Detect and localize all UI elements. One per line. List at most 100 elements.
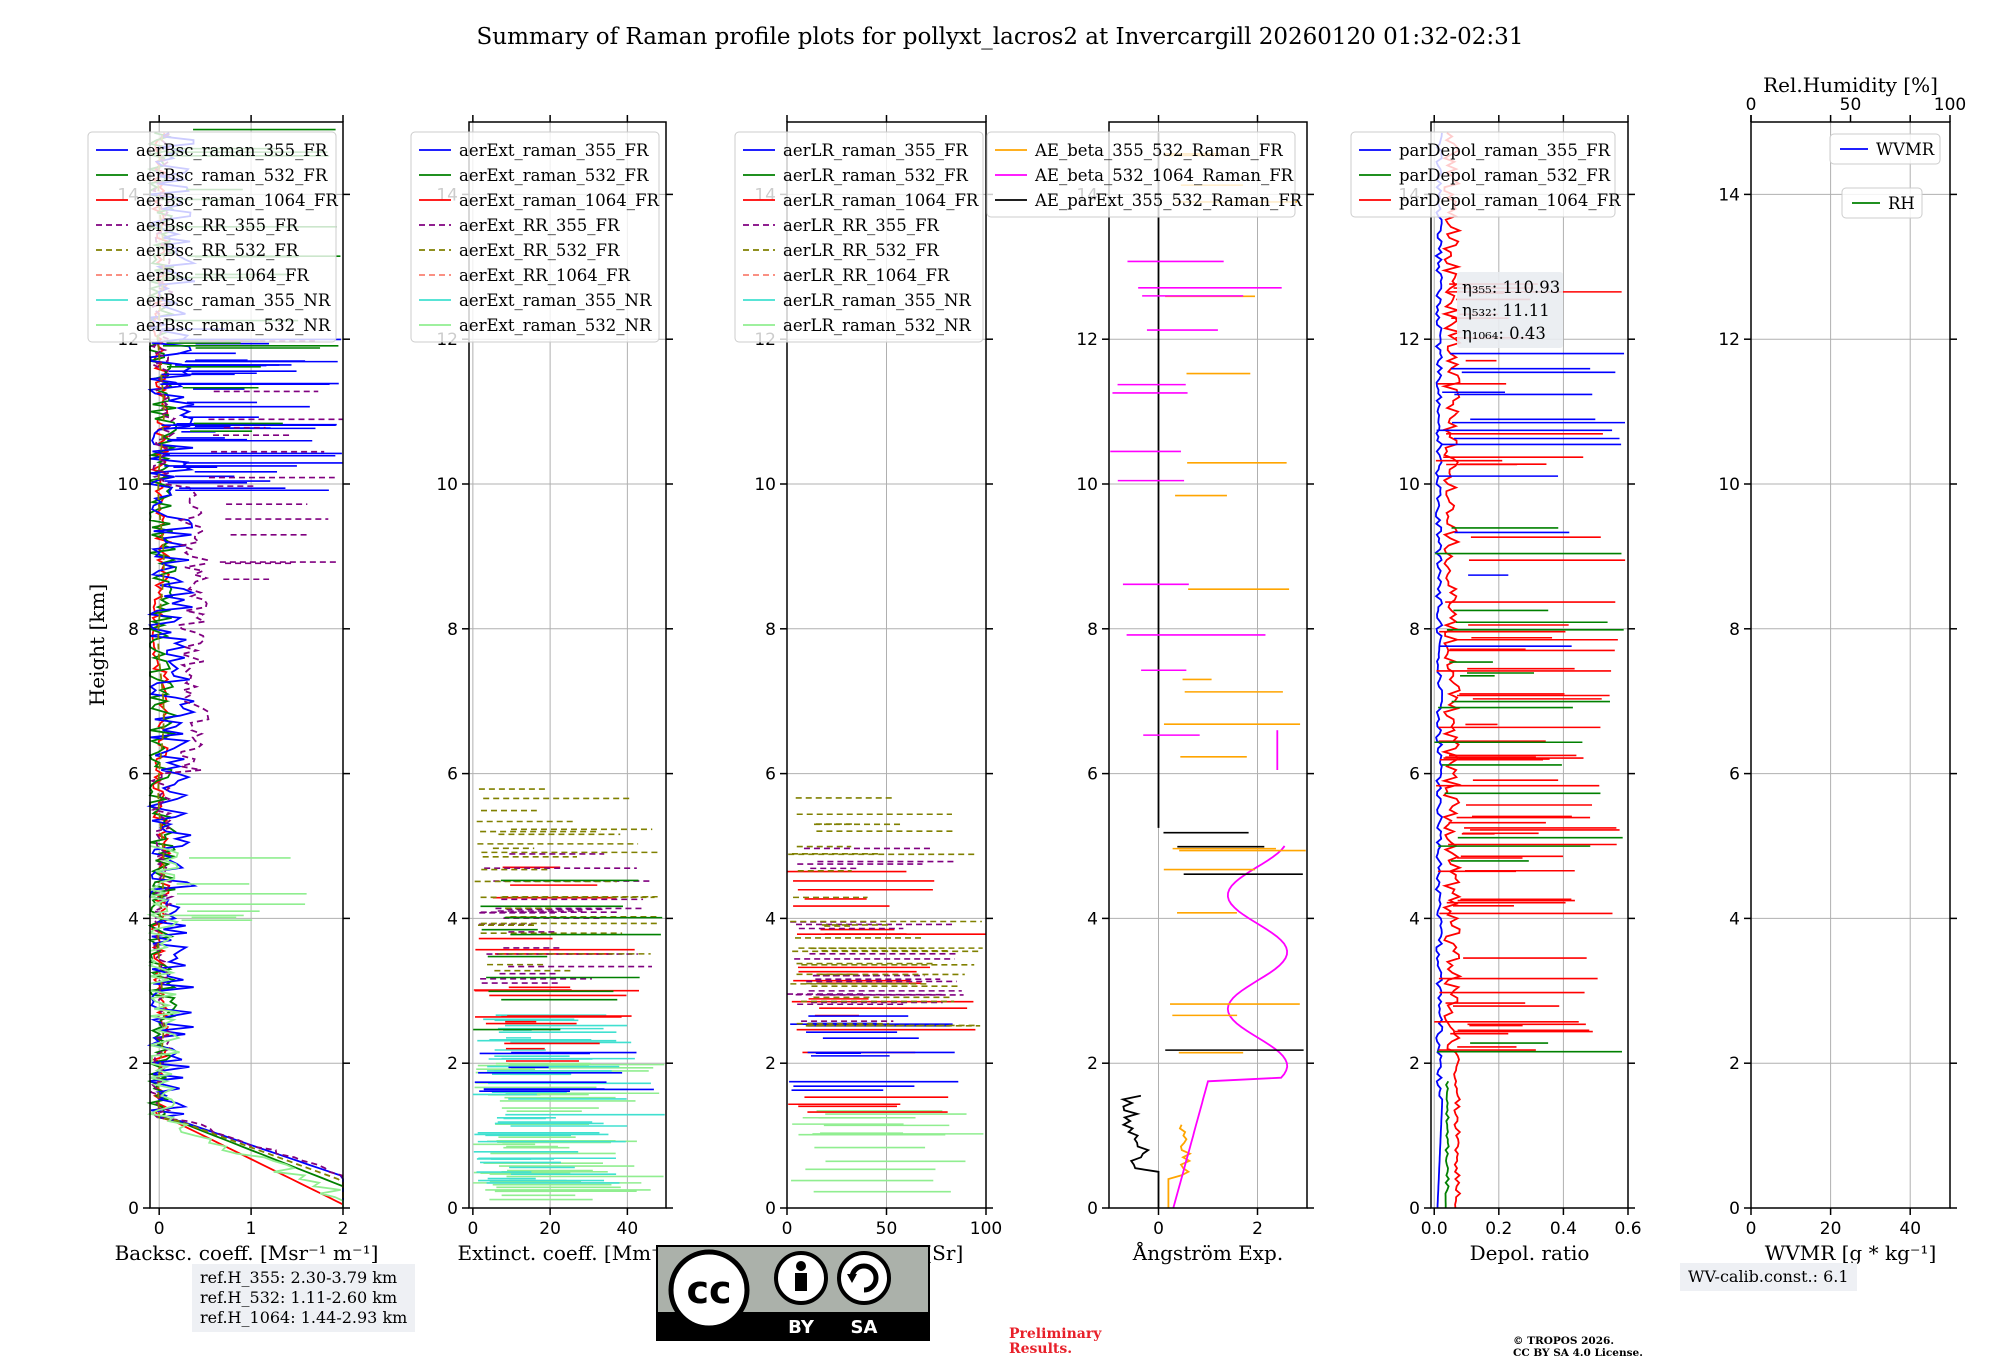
top-x-tick-label: 50 [1840,95,1862,115]
copyright-line-1: © TROPOS 2026. [1513,1335,1615,1347]
legend-box-rh [1841,187,1923,219]
axes-frame-dep [1430,121,1629,1209]
trace-ae-beta355 [1167,1124,1192,1208]
y-tick-label: 6 [447,765,458,785]
axes-frame-ext [468,121,667,1209]
trace-ae-parext [1119,1094,1160,1208]
x-tick-label: 2 [338,1219,349,1239]
eta-annotation-line: η₅₃₂: 11.11 [1462,301,1550,320]
legend-box-bsc [87,131,337,343]
eta-annotation-line: η₁₀₆₄: 0.43 [1462,324,1546,343]
legend-label: parDepol_raman_355_FR [1399,141,1611,160]
legend-label: aerBsc_raman_355_NR [136,291,331,310]
preliminary-line-1: Preliminary [1009,1326,1102,1342]
y-tick-label: 6 [765,765,776,785]
x-tick-label: 50 [876,1219,898,1239]
y-tick-label: 12 [1076,330,1098,350]
y-tick-label: 10 [117,475,139,495]
ref-height-355: ref.H_355: 2.30-3.79 km [200,1268,398,1287]
panel-lr: 05010002468101214Lidar ratio [Sr]aerLR_r… [734,115,1002,1265]
legend-label: aerExt_raman_355_FR [459,141,649,160]
legend-label: parDepol_raman_1064_FR [1399,191,1621,210]
y-tick-label: 0 [1087,1199,1098,1219]
legend-label: aerExt_raman_355_NR [459,291,652,310]
y-tick-label: 10 [1398,475,1420,495]
y-tick-label: 0 [1409,1199,1420,1219]
x-axis-label-wv: WVMR [g * kg⁻¹] [1765,1241,1937,1265]
panel-wv: 0 20 40 0 2 4 6 8 10 12 14 WVMR [g * kg⁻¹] 0 50 100Rel… [1718,73,1966,1265]
x-tick-label: 0 [782,1219,793,1239]
plot-area-lr [786,122,987,1209]
preliminary-line-2: Results. [1009,1341,1073,1357]
axes-frame-wv [1750,121,1951,1209]
panel-bsc: 01202468101214Backsc. coeff. [Msr⁻¹ m⁻¹]… [85,115,378,1265]
axes-frame-ae [1108,121,1308,1209]
top-x-axis-label: Rel.Humidity [%] [1763,73,1938,97]
trace-bsc-532nr [146,845,344,1208]
legend-label: WVMR [1876,140,1935,159]
ref-heights-box: ref.H_355: 2.30-3.79 km ref.H_532: 1.11-… [192,1264,416,1332]
y-tick-label: 10 [1718,475,1740,495]
figure-title: Summary of Raman profile plots for polly… [477,24,1524,50]
plot-area-wv [1750,122,1950,1209]
y-tick-label: 6 [1729,765,1740,785]
y-tick-label: 10 [436,475,458,495]
wv-calib-box: WV-calib.const.: 6.1 [1680,1263,1857,1291]
legend-label: aerLR_raman_532_FR [783,166,968,185]
y-tick-label: 0 [128,1199,139,1219]
y-tick-label: 8 [1729,620,1740,640]
eta-annotation-line: η₃₅₅: 110.93 [1462,278,1560,297]
y-tick-label: 6 [1087,765,1098,785]
legend-label: AE_beta_532_1064_Raman_FR [1034,166,1294,185]
panel-ext: 0204002468101214Extinct. coeff. [Mm⁻¹]ae… [410,115,678,1265]
legend-label: aerLR_raman_355_NR [783,291,971,310]
legend-label: aerBsc_RR_1064_FR [136,266,309,285]
x-tick-label: 2 [1252,1219,1263,1239]
legend-label: aerBsc_raman_355_FR [136,141,328,160]
y-tick-label: 2 [128,1054,139,1074]
y-tick-label: 8 [1409,620,1420,640]
ref-height-532: ref.H_532: 1.11-2.60 km [200,1288,398,1307]
x-tick-label: 0.6 [1614,1219,1641,1239]
legend-label: aerBsc_raman_1064_FR [136,191,338,210]
y-tick-label: 10 [1076,475,1098,495]
y-tick-label: 14 [1718,185,1740,205]
y-tick-label: 0 [765,1199,776,1219]
y-tick-label: 6 [128,765,139,785]
y-tick-label: 10 [754,475,776,495]
y-tick-label: 4 [447,909,458,929]
copyright-note: © TROPOS 2026. CC BY SA 4.0 License. [1513,1335,1643,1359]
trace-dep-532 [1444,1080,1450,1208]
y-tick-label: 4 [1087,909,1098,929]
legend-label: parDepol_raman_532_FR [1399,166,1611,185]
x-tick-label: 20 [1820,1219,1842,1239]
y-tick-label: 8 [765,620,776,640]
legend-label: aerLR_raman_1064_FR [783,191,979,210]
copyright-line-2: CC BY SA 4.0 License. [1513,1347,1643,1359]
legend-label: aerLR_RR_1064_FR [783,266,950,285]
trace-ae-beta532 [1172,845,1289,1209]
legend-label: RH [1888,194,1915,213]
legend-box-lr [734,131,984,343]
y-tick-label: 2 [447,1054,458,1074]
y-tick-label: 2 [1087,1054,1098,1074]
y-tick-label: 12 [1718,330,1740,350]
y-tick-label: 4 [128,909,139,929]
legend-label: aerBsc_RR_355_FR [136,216,299,235]
axes-frame-bsc [149,121,344,1209]
x-tick-label: 0 [154,1219,165,1239]
x-axis-label-ext: Extinct. coeff. [Mm⁻¹] [457,1241,677,1265]
x-tick-label: 0 [1746,1219,1757,1239]
cc-by-sa-logo-icon: cc BY SA [656,1245,930,1341]
cc-by-text: BY [788,1317,815,1338]
top-x-tick-label: 0 [1746,95,1757,115]
y-axis-label: Height [km] [85,584,109,706]
legend-label: aerExt_RR_355_FR [459,216,620,235]
legend-label: aerExt_RR_532_FR [459,241,620,260]
legend-box-wvmr [1829,133,1941,165]
y-tick-label: 2 [1409,1054,1420,1074]
top-x-tick-label: 100 [1934,95,1966,115]
legend-box-dep [1350,131,1616,218]
legend-box-ae [986,131,1296,218]
eta-annotation-box [1457,272,1563,348]
